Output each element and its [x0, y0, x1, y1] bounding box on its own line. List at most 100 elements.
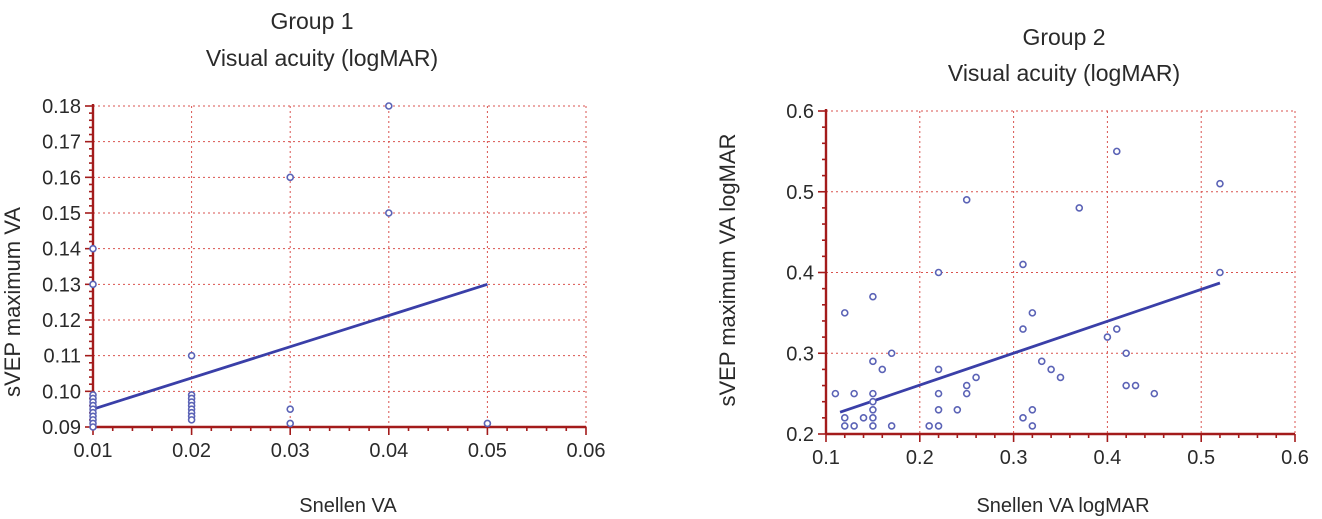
data-point: [286, 173, 295, 182]
data-point: [1216, 179, 1224, 188]
data-point: [869, 292, 877, 301]
x-tick-label: 0.04: [369, 440, 408, 462]
y-tick-label: 0.3: [786, 343, 814, 365]
data-point: [1122, 381, 1130, 390]
data-point: [934, 365, 943, 374]
y-tick-label: 0.16: [42, 167, 81, 189]
data-point: [869, 357, 877, 366]
chart-title: Group 1: [270, 8, 353, 34]
y-tick-label: 0.09: [42, 417, 81, 439]
data-point: [962, 196, 971, 204]
data-point: [934, 268, 943, 277]
data-point: [89, 280, 97, 289]
y-tick-label: 0.2: [786, 424, 814, 446]
data-point: [1112, 147, 1121, 156]
y-tick-label: 0.18: [42, 96, 81, 118]
y-tick-label: 0.17: [42, 132, 81, 154]
data-point: [972, 373, 980, 382]
y-tick-label: 0.12: [42, 310, 81, 332]
x-tick-label: 0.4: [1093, 447, 1121, 469]
data-point: [1131, 381, 1140, 390]
data-point: [1019, 414, 1027, 422]
y-tick-label: 0.5: [786, 182, 814, 204]
data-point: [934, 405, 943, 414]
chart-group-2: Group 2 Visual acuity (logMAR) sVEP maxi…: [690, 0, 1322, 519]
data-point: [384, 102, 393, 110]
data-point: [869, 397, 877, 406]
data-point: [1216, 268, 1224, 277]
x-axis-label: Snellen VA: [299, 495, 397, 517]
x-tick-label: 0.3: [1000, 447, 1028, 469]
data-point: [1019, 325, 1027, 333]
regression-line: [839, 281, 1221, 414]
data-point: [850, 422, 858, 430]
y-tick-label: 0.14: [42, 239, 81, 261]
y-tick-label: 0.6: [786, 101, 814, 123]
data-point: [869, 422, 877, 430]
data-point: [962, 381, 971, 390]
y-tick-label: 0.10: [42, 381, 81, 403]
data-point: [925, 422, 933, 430]
x-tick-label: 0.2: [906, 447, 934, 469]
plot-area: 0.1 0.2 0.3 0.4 0.5 0.60.20.30.40.50.6: [786, 101, 1309, 469]
data-point: [1019, 260, 1027, 269]
data-point: [384, 209, 393, 217]
regression-line: [92, 282, 488, 411]
data-point: [840, 414, 849, 422]
x-tick-label: 0.5: [1187, 447, 1215, 469]
data-point: [1075, 204, 1084, 212]
data-point: [887, 422, 896, 430]
y-axis-label: sVEP maximum VA logMAR: [715, 133, 740, 406]
data-point: [887, 349, 896, 358]
data-point: [869, 414, 877, 422]
x-tick-label: 0.06: [567, 440, 606, 462]
data-point: [859, 414, 868, 422]
chart-group-2-svg: Group 2 Visual acuity (logMAR) sVEP maxi…: [715, 24, 1309, 517]
x-tick-label: 0.05: [468, 440, 507, 462]
data-point: [187, 351, 196, 360]
data-point: [1028, 422, 1037, 430]
data-point: [1047, 365, 1055, 374]
data-point: [1056, 373, 1065, 382]
data-point: [850, 389, 858, 398]
y-tick-label: 0.11: [44, 346, 81, 368]
data-point: [1028, 309, 1037, 317]
data-point: [869, 389, 877, 398]
y-tick-label: 0.15: [42, 203, 81, 225]
data-point: [840, 309, 849, 317]
plot-area: 0.01 0.02 0.03 0.04 0.05 0.06 0.09 0.10 0.11 0.12…: [42, 96, 605, 462]
x-tick-label: 0.01: [74, 440, 113, 462]
data-point: [286, 419, 295, 428]
data-point: [1028, 405, 1037, 414]
data-point: [869, 405, 877, 414]
data-point: [187, 416, 196, 424]
data-point: [831, 389, 840, 398]
data-point: [89, 423, 97, 431]
chart-subtitle: Visual acuity (logMAR): [948, 60, 1180, 86]
x-tick-label: 0.1: [812, 447, 840, 469]
data-point: [1122, 349, 1130, 358]
y-axis-label: sVEP maximum VA: [0, 207, 25, 397]
x-tick-label: 0.03: [271, 440, 310, 462]
data-point: [89, 244, 97, 253]
x-tick-label: 0.02: [172, 440, 211, 462]
data-point: [953, 405, 962, 414]
data-point: [286, 405, 295, 413]
data-point: [1103, 333, 1112, 341]
x-axis-label: Snellen VA logMAR: [976, 495, 1149, 517]
data-point: [934, 389, 943, 398]
data-point: [962, 389, 971, 398]
data-point: [840, 422, 849, 430]
data-point: [1037, 357, 1046, 366]
y-tick-label: 0.13: [42, 274, 81, 296]
data-point: [934, 422, 943, 430]
x-tick-label: 0.6: [1281, 447, 1309, 469]
data-point: [1112, 325, 1121, 333]
data-point: [483, 419, 492, 428]
chart-subtitle: Visual acuity (logMAR): [206, 45, 438, 71]
data-point: [878, 365, 887, 374]
chart-title: Group 2: [1022, 24, 1105, 50]
y-tick-label: 0.4: [786, 263, 814, 285]
chart-group-1-svg: Group 1 Visual acuity (logMAR) sVEP maxi…: [0, 8, 605, 517]
data-point: [1150, 389, 1159, 398]
